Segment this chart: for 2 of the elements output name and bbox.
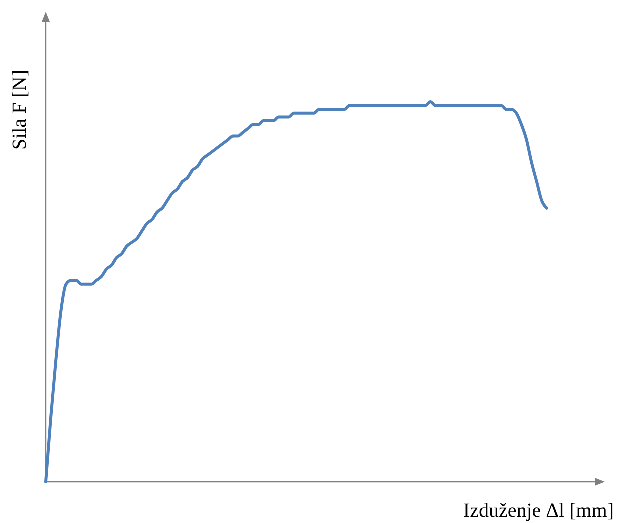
x-axis-title: Izduženje Δl [mm] [463,500,614,522]
y-axis-title: Sila F [N] [9,70,31,150]
